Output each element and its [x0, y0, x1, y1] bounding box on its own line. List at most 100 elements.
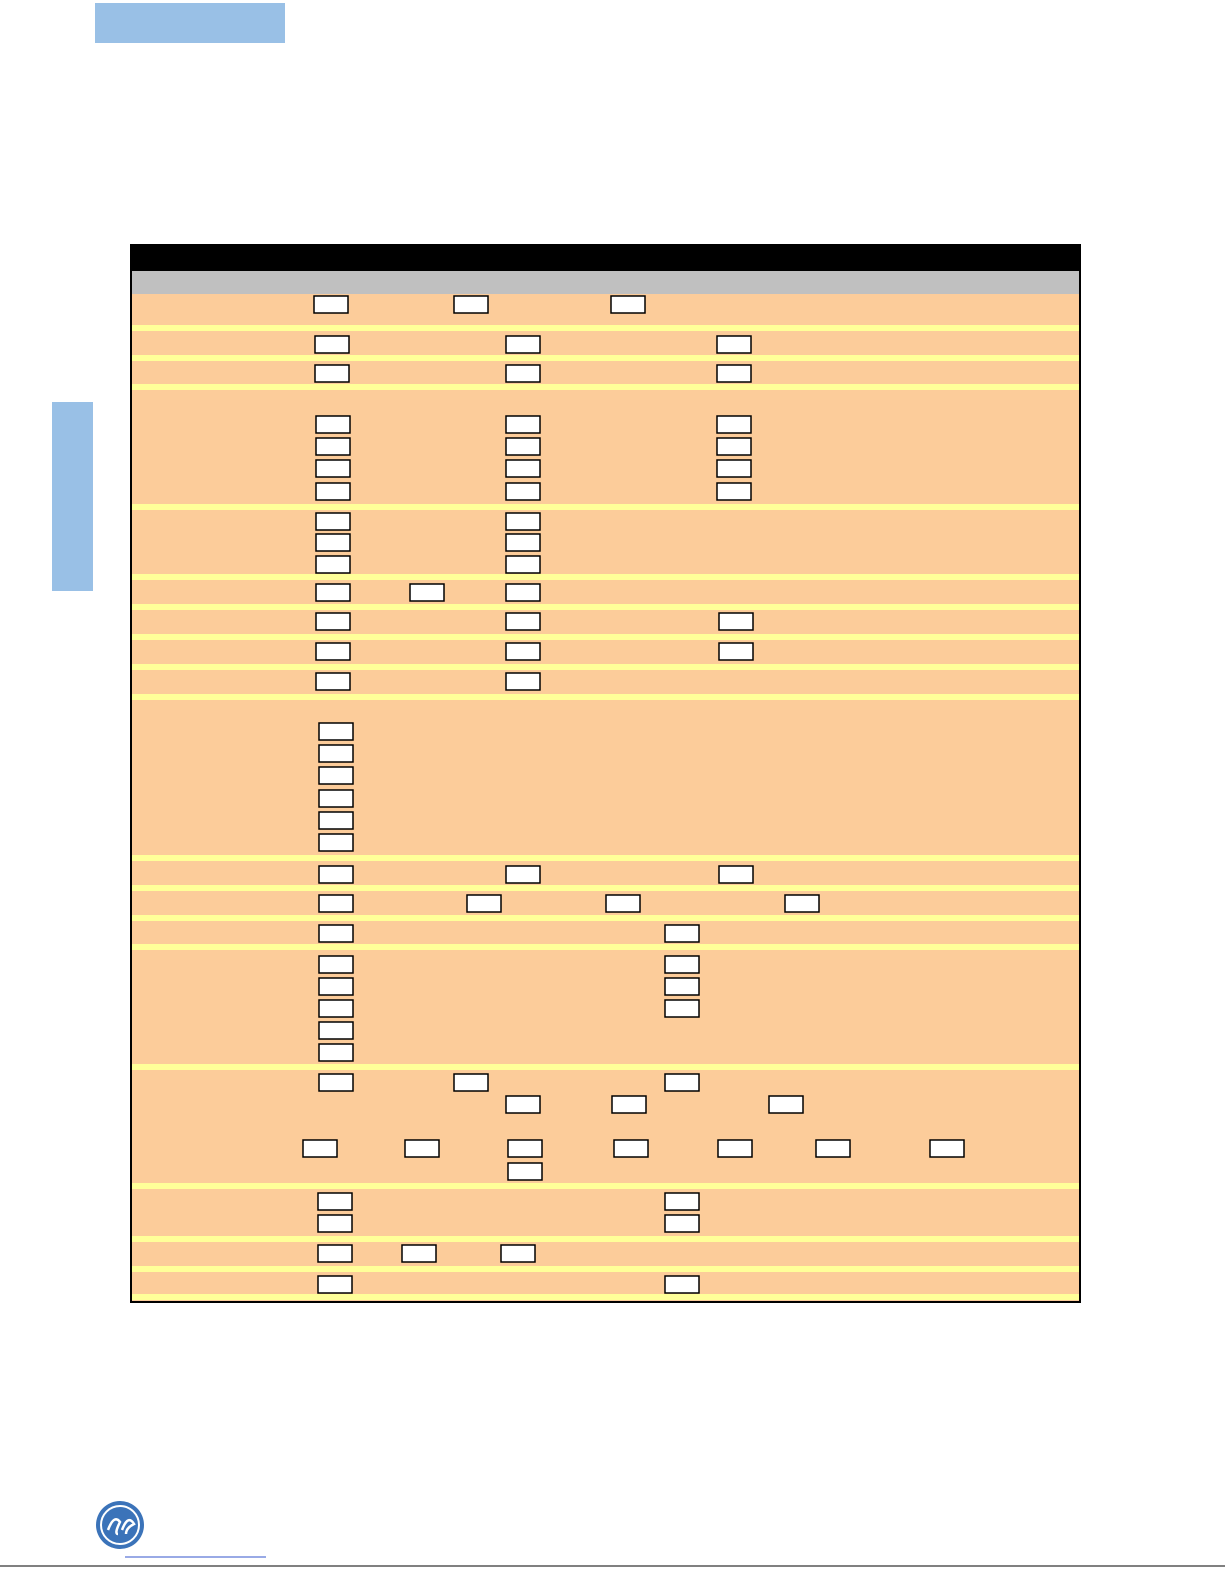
checkbox[interactable] — [401, 1244, 437, 1263]
checkbox[interactable] — [318, 865, 354, 884]
checkbox[interactable] — [716, 437, 752, 456]
checkbox[interactable] — [453, 1073, 489, 1092]
checkbox[interactable] — [664, 955, 700, 974]
row-separator — [131, 1183, 1080, 1189]
checkbox[interactable] — [318, 999, 354, 1018]
checkbox[interactable] — [318, 955, 354, 974]
ge-logo — [96, 1501, 144, 1549]
row-separator — [131, 1236, 1080, 1242]
checkbox[interactable] — [318, 1043, 354, 1062]
checkbox[interactable] — [929, 1139, 965, 1158]
checkbox[interactable] — [718, 642, 754, 661]
row-separator — [131, 915, 1080, 921]
checkbox[interactable] — [505, 533, 541, 552]
checkbox[interactable] — [318, 894, 354, 913]
checkbox[interactable] — [318, 1021, 354, 1040]
checkbox[interactable] — [315, 512, 351, 531]
checkbox[interactable] — [500, 1244, 536, 1263]
checkbox[interactable] — [453, 295, 489, 314]
checkbox[interactable] — [315, 482, 351, 501]
checkbox[interactable] — [315, 583, 351, 602]
row-separator — [131, 504, 1080, 510]
checkbox[interactable] — [784, 894, 820, 913]
checkbox[interactable] — [505, 335, 541, 354]
checkbox[interactable] — [317, 1275, 353, 1294]
checkbox[interactable] — [315, 533, 351, 552]
checkbox[interactable] — [318, 744, 354, 763]
checkbox[interactable] — [505, 512, 541, 531]
checkbox[interactable] — [664, 999, 700, 1018]
checkbox[interactable] — [716, 459, 752, 478]
checkbox[interactable] — [318, 766, 354, 785]
checkbox[interactable] — [318, 722, 354, 741]
row-separator — [131, 574, 1080, 580]
checkbox[interactable] — [505, 482, 541, 501]
checkbox[interactable] — [314, 335, 350, 354]
checkbox[interactable] — [718, 612, 754, 631]
checkbox[interactable] — [605, 894, 641, 913]
row-separator — [131, 1294, 1080, 1300]
checkbox[interactable] — [815, 1139, 851, 1158]
checkbox[interactable] — [315, 612, 351, 631]
checkbox[interactable] — [768, 1095, 804, 1114]
checkbox[interactable] — [664, 1192, 700, 1211]
checkbox[interactable] — [318, 977, 354, 996]
row-separator — [131, 1266, 1080, 1272]
checkbox[interactable] — [505, 364, 541, 383]
checkbox[interactable] — [611, 1095, 647, 1114]
row-separator — [131, 855, 1080, 861]
checkbox[interactable] — [315, 555, 351, 574]
header-tab — [95, 3, 285, 43]
checkbox[interactable] — [505, 437, 541, 456]
logo-circle — [96, 1501, 144, 1549]
checkbox[interactable] — [318, 833, 354, 852]
checkbox[interactable] — [507, 1139, 543, 1158]
checkbox[interactable] — [314, 364, 350, 383]
checkbox[interactable] — [318, 789, 354, 808]
checkbox[interactable] — [664, 1275, 700, 1294]
checkbox[interactable] — [315, 415, 351, 434]
checkbox[interactable] — [318, 1073, 354, 1092]
checkbox[interactable] — [318, 924, 354, 943]
checkbox[interactable] — [505, 612, 541, 631]
row-separator — [131, 604, 1080, 610]
checkbox[interactable] — [505, 1095, 541, 1114]
row-separators — [131, 325, 1080, 1300]
checkbox[interactable] — [315, 672, 351, 691]
checkbox[interactable] — [664, 1073, 700, 1092]
checkbox[interactable] — [505, 459, 541, 478]
row-separator — [131, 944, 1080, 950]
checkbox[interactable] — [716, 335, 752, 354]
checkbox[interactable] — [664, 924, 700, 943]
checkbox[interactable] — [317, 1214, 353, 1233]
checkbox[interactable] — [505, 642, 541, 661]
checkbox[interactable] — [315, 642, 351, 661]
checkbox[interactable] — [302, 1139, 338, 1158]
checkbox[interactable] — [404, 1139, 440, 1158]
checkbox[interactable] — [716, 415, 752, 434]
checkbox[interactable] — [507, 1162, 543, 1181]
checkbox[interactable] — [664, 977, 700, 996]
checkbox[interactable] — [610, 295, 646, 314]
checkbox[interactable] — [317, 1192, 353, 1211]
checkbox[interactable] — [505, 555, 541, 574]
checkbox[interactable] — [718, 865, 754, 884]
checkbox[interactable] — [315, 437, 351, 456]
checkbox[interactable] — [313, 295, 349, 314]
checkbox[interactable] — [317, 1244, 353, 1263]
checkbox[interactable] — [315, 459, 351, 478]
checkbox[interactable] — [466, 894, 502, 913]
checkbox[interactable] — [664, 1214, 700, 1233]
row-separator — [131, 355, 1080, 361]
checkbox[interactable] — [318, 811, 354, 830]
checkbox[interactable] — [716, 482, 752, 501]
checkbox[interactable] — [716, 364, 752, 383]
checkbox[interactable] — [505, 583, 541, 602]
checkbox[interactable] — [505, 865, 541, 884]
checkbox[interactable] — [505, 672, 541, 691]
checkbox[interactable] — [717, 1139, 753, 1158]
checkbox[interactable] — [505, 415, 541, 434]
checkbox[interactable] — [613, 1139, 649, 1158]
checkbox[interactable] — [409, 583, 445, 602]
